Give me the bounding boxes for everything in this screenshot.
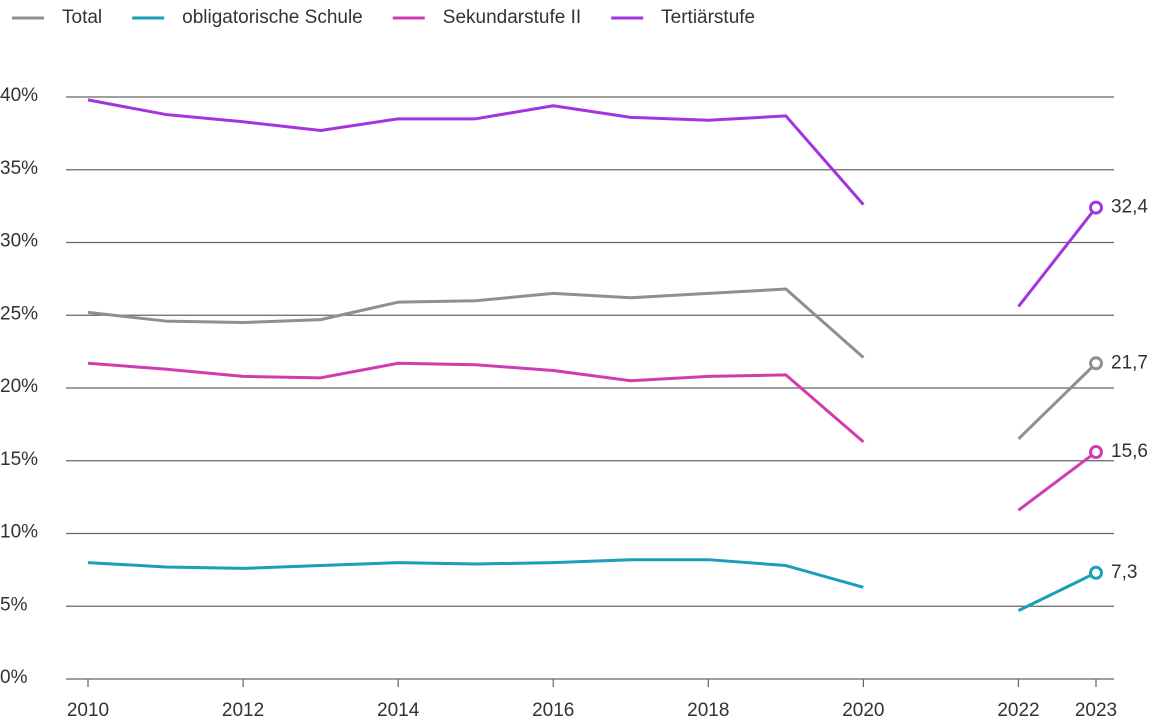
y-tick-label: 25%	[0, 303, 38, 324]
y-tick-label: 0%	[0, 667, 28, 688]
y-tick-label: 40%	[0, 85, 38, 106]
series-line	[1017, 450, 1097, 512]
y-tick-label: 5%	[0, 594, 28, 615]
x-tick-label: 2018	[687, 700, 729, 721]
legend-label: obligatorische Schule	[182, 7, 363, 28]
legend-label: Tertiärstufe	[661, 7, 755, 28]
series-line	[87, 558, 864, 589]
end-marker	[1089, 200, 1103, 215]
x-tick-label: 2010	[67, 700, 109, 721]
y-tick-label: 20%	[0, 376, 38, 397]
end-marker	[1089, 356, 1103, 371]
y-tick-label: 30%	[0, 231, 38, 252]
series-line	[1017, 362, 1098, 440]
y-tick-label: 15%	[0, 449, 38, 470]
series-line	[1017, 571, 1097, 612]
x-tick-label: 2012	[222, 700, 264, 721]
series-line	[87, 287, 865, 359]
x-tick-label: 2014	[377, 700, 420, 721]
x-tick-label: 2023	[1075, 700, 1117, 721]
value-label: 32,4	[1111, 197, 1148, 218]
series-line	[87, 98, 865, 206]
series-line	[1017, 206, 1098, 308]
value-label: 15,6	[1111, 441, 1148, 462]
x-tick-label: 2016	[532, 700, 574, 721]
end-marker	[1089, 445, 1103, 460]
x-tick-label: 2020	[842, 700, 884, 721]
legend-label: Total	[62, 7, 102, 28]
legend-label: Sekundarstufe II	[443, 7, 581, 28]
value-label: 21,7	[1111, 352, 1148, 373]
y-tick-label: 35%	[0, 158, 38, 179]
y-tick-label: 10%	[0, 522, 38, 543]
end-marker	[1089, 565, 1103, 580]
series-line	[87, 361, 865, 443]
x-tick-label: 2022	[997, 700, 1039, 721]
value-label: 7,3	[1111, 562, 1137, 583]
